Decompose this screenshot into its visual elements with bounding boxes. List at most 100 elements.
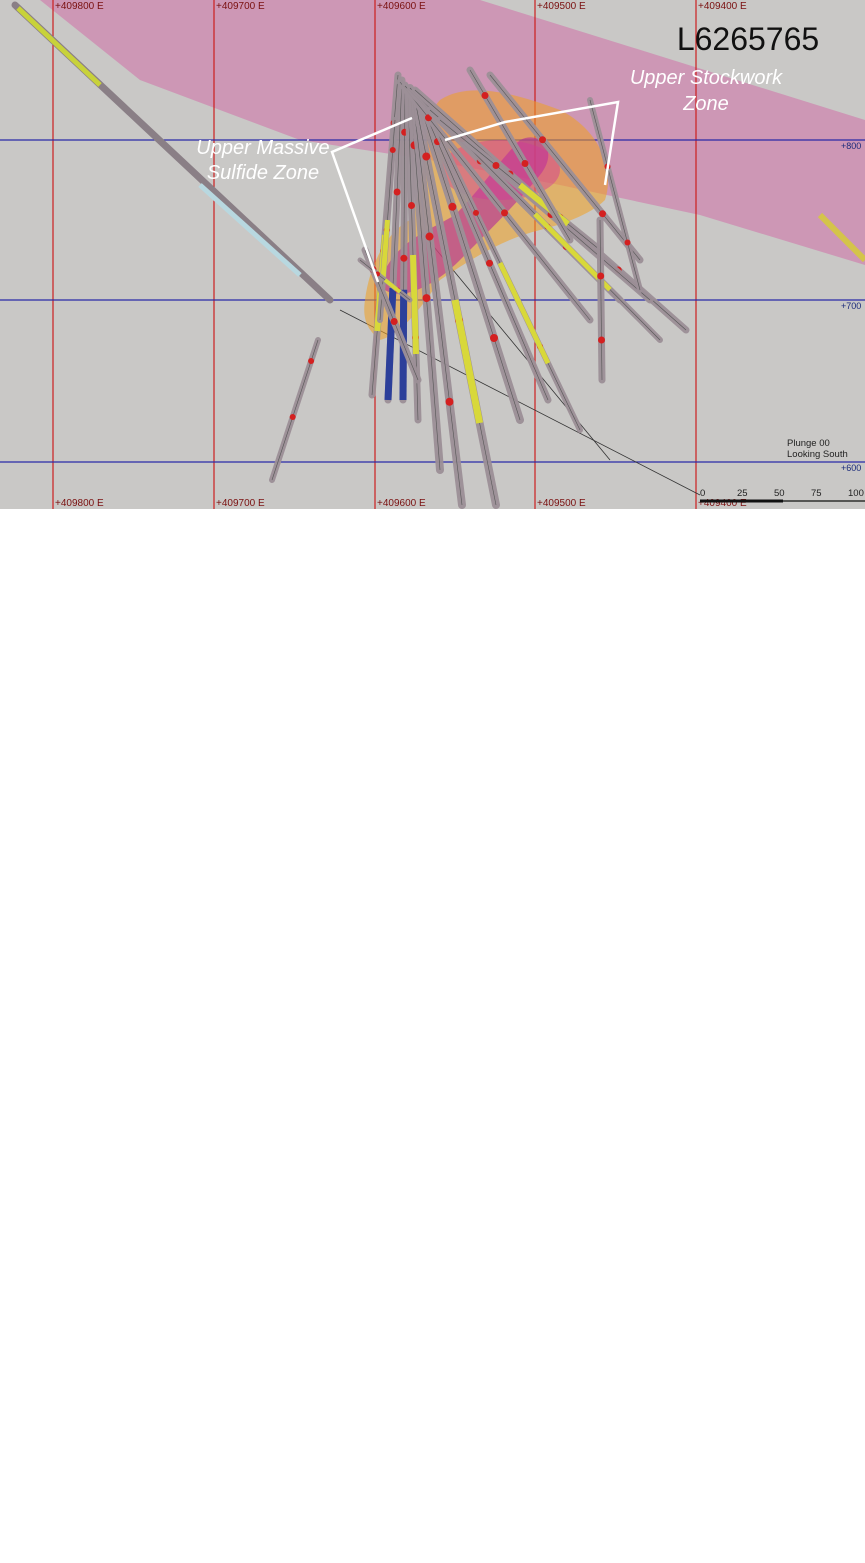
- mag-sample-dot: [538, 1426, 541, 1429]
- legend-mag-swatch: [697, 1186, 715, 1218]
- mag-sample-dot: [363, 1309, 366, 1312]
- mag-sample-dot: [508, 1182, 511, 1185]
- mag-sample-dot: [403, 1130, 406, 1133]
- mag-sample-dot: [415, 1416, 418, 1419]
- mag-sample-dot: [469, 1311, 472, 1314]
- scale-bar-label: 75: [811, 1011, 822, 1022]
- assay-interval: [290, 937, 296, 943]
- mag-sample-dot: [287, 1306, 290, 1309]
- mag-sample-dot: [424, 1328, 427, 1331]
- mag-sample-dot: [568, 1285, 571, 1288]
- mag-sample-dot: [536, 1231, 539, 1234]
- mag-sample-dot: [282, 1301, 285, 1304]
- mag-sample-dot: [433, 1446, 436, 1449]
- mag-sample-dot: [633, 1332, 636, 1335]
- mag-sample-dot: [423, 1195, 426, 1198]
- mag-sample-dot: [575, 1278, 578, 1281]
- mag-sample-dot: [443, 1410, 446, 1413]
- mag-sample-dot: [425, 1342, 428, 1345]
- mag-sample-dot: [403, 1256, 406, 1259]
- upper-stockwork-label: Upper Stockwork: [630, 67, 783, 89]
- mag-sample-dot: [477, 1284, 480, 1287]
- mag-sample-dot: [418, 1146, 421, 1149]
- mag-sample-dot: [230, 1252, 233, 1255]
- mag-sample-dot: [373, 1412, 376, 1415]
- mag-sample-dot: [458, 1529, 461, 1532]
- mag-sample-dot: [403, 1137, 406, 1140]
- mag-sample-dot: [648, 1343, 651, 1346]
- elevation-label: +700: [841, 1348, 861, 1358]
- legend-ai-swatch: [805, 724, 825, 756]
- mag-sample-dot: [474, 1277, 477, 1280]
- mag-sample-dot: [414, 1374, 417, 1377]
- easting-label-top: +409600 E: [377, 524, 426, 535]
- legend-ai-swatch: [632, 1186, 652, 1218]
- mag-sample-dot: [622, 1323, 625, 1326]
- mag-sample-dot: [301, 1432, 304, 1435]
- mag-sample-dot: [416, 1425, 419, 1428]
- mag-sample-dot: [434, 1250, 437, 1253]
- scale-bar: 0 25 50 75 100: [700, 488, 865, 503]
- mag-sample-dot: [491, 1205, 494, 1208]
- legend-ai-label: 85: [654, 1129, 677, 1152]
- assay-interval: [448, 202, 457, 211]
- mag-sample-dot: [462, 1188, 465, 1191]
- mag-sample-dot: [478, 1206, 481, 1209]
- mag-sample-dot: [550, 1277, 553, 1280]
- mag-sample-dot: [468, 1420, 471, 1423]
- drill-hole: [490, 598, 640, 783]
- assay-interval: [408, 202, 415, 209]
- assay-interval: [545, 747, 551, 753]
- mag-sample-dot: [575, 1301, 578, 1304]
- mag-sample-dot: [412, 1325, 415, 1328]
- mag-sample-dot: [381, 1331, 384, 1334]
- scale-bar-label: 25: [737, 488, 748, 499]
- drill-hole: [388, 603, 402, 923]
- mag-sample-dot: [518, 1349, 521, 1352]
- mag-sample-dot: [606, 1213, 609, 1216]
- view-plunge: Plunge 00: [787, 438, 830, 449]
- legend-mag-swatch: [697, 1155, 715, 1187]
- mag-sample-dot: [415, 1172, 418, 1175]
- mag-sample-dot: [270, 1525, 273, 1528]
- mag-sample-dot: [402, 1312, 405, 1315]
- drill-hole-interval: [451, 299, 484, 424]
- easting-label-top: +409400 E: [698, 1048, 747, 1059]
- mag-sample-dot: [548, 1412, 551, 1415]
- mag-sample-dot: [415, 1437, 418, 1440]
- mag-sample-dot: [379, 1334, 382, 1337]
- mag-sample-dot: [411, 1168, 414, 1171]
- mag-sample-dot: [398, 1188, 401, 1191]
- assay-interval: [394, 712, 401, 719]
- mag-sample-dot: [390, 1360, 393, 1363]
- mag-sample-dot: [358, 1305, 361, 1308]
- massive-sulfide-shell: [364, 1137, 608, 1387]
- mag-sample-dot: [606, 1306, 609, 1309]
- legend-ai-title: AI: [806, 536, 827, 559]
- mag-sample-dot: [455, 1232, 458, 1235]
- mag-sample-dot: [492, 1537, 495, 1540]
- mag-sample-dot: [422, 1188, 425, 1191]
- mag-sample-dot: [423, 1148, 426, 1151]
- mag-sample-dot: [617, 1318, 620, 1321]
- mag-sample-dot: [193, 1217, 196, 1220]
- mag-sample-dot: [392, 1176, 395, 1179]
- mag-sample-dot: [381, 1308, 384, 1311]
- mag-sample-dot: [421, 1300, 424, 1303]
- mag-sample-dot: [635, 1322, 638, 1325]
- drill-hole-outline: [409, 87, 441, 471]
- mag-sample-dot: [431, 1312, 434, 1315]
- mag-sample-dot: [417, 1244, 420, 1247]
- mag-sample-dot: [377, 1364, 380, 1367]
- drill-hole: [415, 613, 686, 853]
- mag-sample-dot: [449, 1325, 452, 1328]
- mag-sample-dot: [495, 1392, 498, 1395]
- drill-hole-outline: [272, 863, 318, 1003]
- mag-sample-dot: [433, 1173, 436, 1176]
- mag-sample-dot: [425, 1256, 428, 1259]
- mag-sample-dot: [550, 1255, 553, 1258]
- mag-sample-dot: [409, 1227, 412, 1230]
- mag-sample-dot: [506, 1324, 509, 1327]
- mag-sample-dot: [481, 1482, 484, 1485]
- mag-sample-dot: [638, 1335, 641, 1338]
